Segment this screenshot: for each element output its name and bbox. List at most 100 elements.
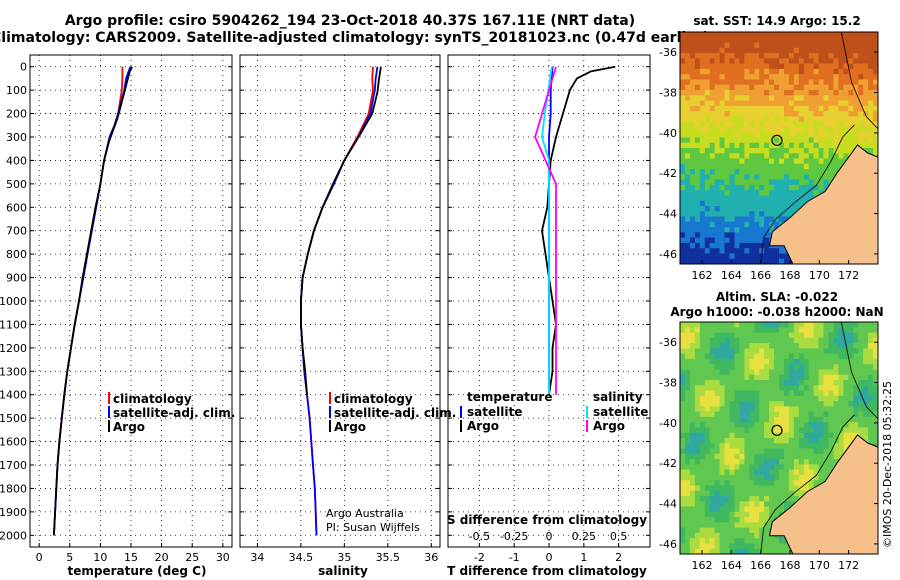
map-cell bbox=[739, 190, 745, 196]
map-cell bbox=[833, 353, 839, 360]
map-cell bbox=[719, 369, 725, 376]
map-cell bbox=[853, 401, 859, 407]
map-cell bbox=[823, 427, 829, 434]
map-cell bbox=[714, 538, 720, 544]
map-cell bbox=[709, 163, 716, 170]
map-cell bbox=[774, 253, 780, 260]
map-cell bbox=[729, 390, 735, 397]
map-cell bbox=[680, 527, 686, 534]
map-cell bbox=[853, 332, 859, 339]
map-cell bbox=[685, 42, 691, 49]
map-cell bbox=[798, 132, 805, 138]
map-cell bbox=[719, 95, 725, 101]
map-cell bbox=[680, 380, 686, 386]
map-cell bbox=[754, 63, 760, 70]
map-cell bbox=[759, 163, 765, 170]
map-cell bbox=[784, 105, 790, 112]
map-cell bbox=[828, 443, 834, 449]
map-cell bbox=[685, 443, 691, 449]
map-cell bbox=[774, 380, 780, 386]
map-cell bbox=[694, 47, 701, 54]
map-cell bbox=[714, 385, 720, 391]
map-cell bbox=[853, 53, 859, 59]
map-cell bbox=[813, 411, 819, 418]
map-cell bbox=[868, 358, 874, 365]
map-cell bbox=[709, 322, 716, 328]
map-cell bbox=[873, 68, 879, 75]
map-cell bbox=[694, 538, 701, 544]
lat-tick-label: -40 bbox=[659, 127, 677, 140]
map-cell bbox=[803, 95, 810, 101]
map-cell bbox=[873, 84, 879, 91]
map-cell bbox=[680, 206, 686, 212]
map-cell bbox=[798, 438, 805, 444]
map-cell bbox=[749, 79, 755, 86]
map-cell bbox=[734, 395, 740, 402]
map-cell bbox=[704, 453, 711, 460]
map-cell bbox=[709, 538, 716, 544]
map-cell bbox=[759, 422, 765, 428]
map-cell bbox=[788, 206, 795, 212]
map-cell bbox=[863, 142, 869, 149]
map-cell bbox=[729, 47, 735, 54]
map-cell bbox=[724, 390, 730, 397]
map-cell bbox=[694, 258, 701, 265]
map-cell bbox=[685, 353, 691, 360]
map-cell bbox=[724, 47, 730, 54]
map-cell bbox=[779, 169, 785, 175]
lon-tick-label: 166 bbox=[750, 269, 771, 282]
map-cell bbox=[769, 348, 775, 355]
map-cell bbox=[704, 496, 711, 502]
x-tick-label: 34.5 bbox=[289, 551, 314, 564]
map-cell bbox=[729, 142, 735, 149]
map-cell bbox=[774, 200, 780, 207]
map-cell bbox=[853, 47, 859, 54]
x-tick-label: 34 bbox=[250, 551, 264, 564]
map-cell bbox=[769, 374, 775, 381]
map-cell bbox=[729, 358, 735, 365]
map-cell bbox=[754, 374, 760, 381]
map-cell bbox=[744, 148, 750, 154]
map-cell bbox=[759, 216, 765, 223]
map-cell bbox=[788, 501, 795, 507]
map-cell bbox=[719, 427, 725, 434]
map-cell bbox=[813, 322, 819, 328]
map-cell bbox=[779, 469, 785, 476]
map-cell bbox=[694, 485, 701, 492]
map-cell bbox=[784, 469, 790, 476]
map-cell bbox=[833, 364, 839, 370]
map-cell bbox=[689, 416, 696, 423]
map-cell bbox=[689, 517, 696, 523]
map-cell bbox=[793, 190, 800, 196]
map-cell bbox=[769, 327, 775, 333]
map-cell bbox=[749, 422, 755, 428]
map-cell bbox=[868, 32, 874, 38]
map-cell bbox=[798, 474, 805, 481]
map-cell bbox=[764, 474, 770, 481]
map-cell bbox=[704, 459, 711, 465]
map-cell bbox=[749, 332, 755, 339]
map-cell bbox=[788, 121, 795, 128]
map-cell bbox=[719, 221, 725, 228]
map-cell bbox=[798, 469, 805, 476]
map-cell bbox=[788, 111, 795, 117]
map-cell bbox=[769, 206, 775, 212]
map-cell bbox=[724, 211, 730, 217]
map-cell bbox=[709, 474, 716, 481]
map-cell bbox=[724, 237, 730, 244]
map-cell bbox=[818, 32, 824, 38]
map-cell bbox=[868, 390, 874, 397]
map-cell bbox=[680, 248, 686, 254]
map-cell bbox=[843, 395, 849, 402]
map-cell bbox=[754, 432, 760, 439]
map-cell bbox=[828, 95, 834, 101]
map-cell bbox=[704, 232, 711, 239]
map-cell bbox=[848, 68, 854, 75]
map-cell bbox=[853, 343, 859, 349]
map-cell bbox=[813, 42, 819, 49]
map-cell bbox=[680, 211, 686, 217]
map-cell bbox=[724, 58, 730, 65]
map-cell bbox=[798, 322, 805, 328]
map-cell bbox=[759, 353, 765, 360]
t-difference-xlabel: T difference from climatology bbox=[447, 564, 647, 578]
